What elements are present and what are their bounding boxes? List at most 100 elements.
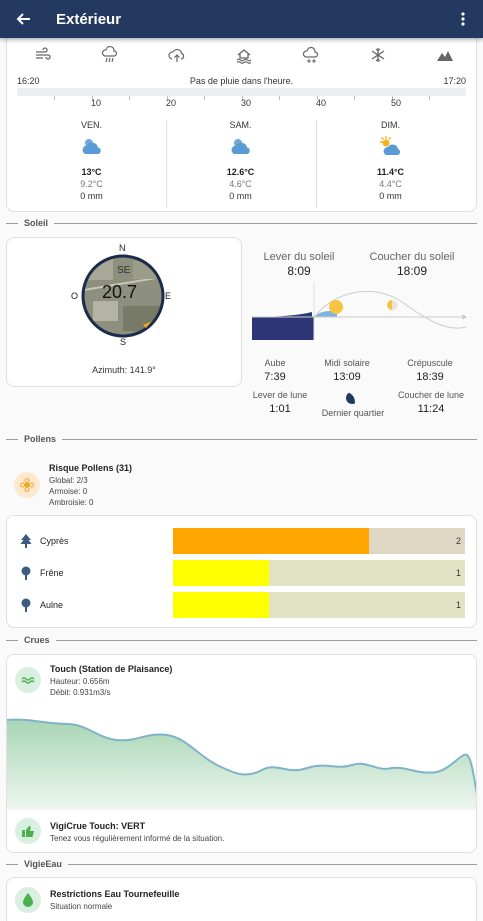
forecast-day-label: VEN. [80, 120, 102, 130]
vigieeau-card [6, 877, 477, 921]
pollen-value: 1 [455, 600, 461, 610]
wind-icon[interactable] [34, 46, 52, 64]
pollen-value: 1 [455, 568, 461, 578]
forecast-rain: 0 mm [80, 191, 103, 201]
tree-icon [21, 566, 31, 580]
water-restriction-status: Situation normale [50, 902, 113, 911]
snow-cloud-icon[interactable] [302, 46, 320, 64]
rain-ticks: 10 20 30 40 50 [17, 96, 466, 109]
section-soleil: Soleil [6, 216, 477, 230]
vigicrue-title: VigiCrue Touch: VERT [50, 821, 146, 831]
sun-path-chart [252, 282, 466, 340]
rain-end-time: 17:20 [443, 76, 466, 86]
station-debit: Débit: 0.931m3/s [50, 688, 111, 697]
pollen-name: Frêne [40, 568, 64, 578]
pollen-bar: 2 [173, 528, 465, 554]
forecast-tmin: 4.6°C [229, 179, 252, 189]
compass-south: S [120, 337, 127, 347]
moonrise-label: Lever de lune [252, 390, 308, 400]
section-pollens: Pollens [6, 432, 477, 446]
section-crues: Crues [6, 633, 477, 647]
station-title: Touch (Station de Plaisance) [50, 664, 173, 674]
snowflake-icon[interactable] [369, 46, 387, 64]
pollen-row: Aulne 1 [20, 592, 465, 618]
compass-direction: SE [117, 265, 131, 276]
pollen-armoise: Armoise: 0 [49, 487, 88, 496]
tick-label: 30 [241, 98, 252, 108]
tick-label: 50 [391, 98, 402, 108]
sunset-time: 18:09 [396, 264, 428, 278]
rain-icon[interactable] [101, 46, 119, 64]
dawn-label: Aube [264, 358, 286, 368]
compass-west: O [71, 291, 79, 301]
weather-icons-row [34, 46, 454, 64]
cloudy-icon [166, 134, 315, 166]
forecast-day: SAM. 12.6°C 4.6°C 0 mm [166, 120, 315, 201]
pollen-value: 2 [455, 536, 461, 546]
tick-label: 10 [91, 98, 102, 108]
forecast-tmin: 9.2°C [80, 179, 103, 189]
sun-compass [81, 254, 165, 338]
pollen-name: Cyprès [40, 536, 69, 546]
section-title: Crues [24, 635, 50, 645]
forecast-rain: 0 mm [229, 191, 252, 201]
rain-start-time: 16:20 [17, 76, 40, 86]
water-restriction-title: Restrictions Eau Tournefeuille [50, 889, 180, 899]
page-title: Extérieur [56, 10, 122, 28]
solar-noon-time: 13:09 [333, 371, 361, 383]
station-hauteur: Hauteur: 0.656m [50, 677, 110, 686]
cloudy-icon [17, 134, 166, 166]
forecast-day-label: SAM. [229, 120, 252, 130]
dusk-label: Crépuscule [407, 358, 453, 368]
pollen-bar: 1 [173, 560, 465, 586]
top-app-bar: Extérieur [0, 0, 483, 38]
pollen-bar: 1 [173, 592, 465, 618]
moonset-time: 11:24 [417, 403, 445, 415]
wave-icon [15, 667, 41, 693]
azimuth-label: Azimuth: 141.9° [92, 365, 156, 375]
weather-card [6, 28, 477, 212]
pollen-row: Frêne 1 [20, 560, 465, 586]
compass-value: 20.7 [102, 282, 138, 302]
moon-phase-icon [346, 392, 356, 404]
moonrise-time: 1:01 [269, 403, 291, 415]
forecast-day-label: DIM. [381, 120, 400, 130]
vigicrue-subtitle: Tenez vous régulièrement informé de la s… [50, 834, 225, 843]
compass-east: E [165, 291, 172, 301]
section-title: Soleil [24, 218, 49, 228]
sunrise-label: Lever du soleil [263, 251, 335, 263]
home-flood-icon[interactable] [235, 46, 253, 64]
thumb-up-icon [15, 818, 41, 844]
dusk-time: 18:39 [416, 371, 444, 383]
dawn-time: 7:39 [264, 371, 286, 383]
pine-tree-icon [20, 534, 32, 548]
forecast-tmax: 13°C [81, 167, 102, 177]
moonset-label: Coucher de lune [397, 390, 465, 400]
dots-vertical-icon[interactable] [443, 0, 483, 38]
forecast-day: VEN. 13°C 9.2°C 0 mm [17, 120, 166, 201]
arrow-left-icon[interactable] [0, 0, 48, 38]
cloud-upload-icon[interactable] [168, 46, 186, 64]
forecast-tmax: 12.6°C [226, 167, 255, 177]
pollen-bar-fill [173, 592, 270, 618]
pollen-row: Cyprès 2 [20, 528, 465, 554]
compass-north: N [119, 243, 126, 253]
tick-label: 40 [316, 98, 327, 108]
solar-noon-label: Midi solaire [324, 358, 370, 368]
sunset-label: Coucher du soleil [369, 251, 455, 263]
crues-card [6, 654, 477, 853]
mountain-icon[interactable] [436, 46, 454, 64]
flower-pollen-icon [14, 472, 40, 498]
forecast-tmax: 11.4°C [376, 167, 405, 177]
forecast-day: DIM. 11.4°C 4.4°C 0 mm [316, 120, 465, 201]
section-vigieeau: VigieEau [6, 857, 477, 871]
forecast-rain: 0 mm [379, 191, 402, 201]
moon-phase-label: Dernier quartier [321, 408, 385, 418]
rain-bar [17, 88, 466, 96]
pollen-global: Global: 2/3 [49, 476, 88, 485]
pollen-bar-fill [173, 528, 369, 554]
partly-sunny-icon [316, 134, 465, 166]
pollen-ambroisie: Ambroisie: 0 [49, 498, 94, 507]
section-title: VigieEau [24, 859, 62, 869]
forecast-tmin: 4.4°C [379, 179, 402, 189]
